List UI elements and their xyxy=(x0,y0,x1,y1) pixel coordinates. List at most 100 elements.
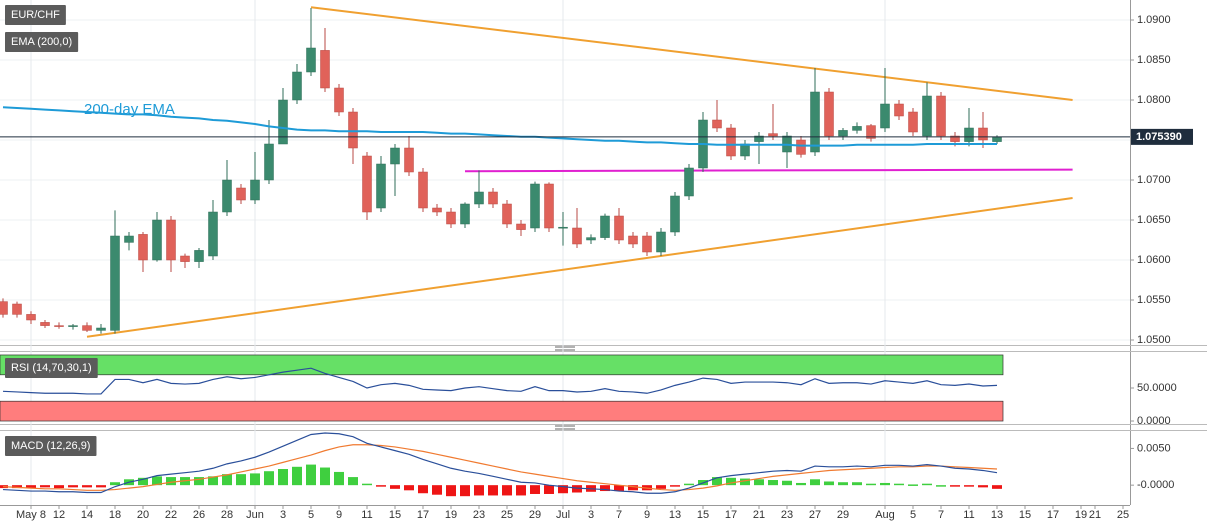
candle-body xyxy=(278,99,288,145)
macd-histogram-bar xyxy=(306,464,316,486)
candle-body xyxy=(376,163,386,209)
candle-body xyxy=(936,95,946,137)
candle-body xyxy=(488,191,498,205)
x-tick-label: 7 xyxy=(938,509,944,521)
macd-histogram-bar xyxy=(768,480,778,486)
candle-body xyxy=(852,126,862,131)
x-tick-label: 23 xyxy=(781,509,793,521)
x-tick-label: 25 xyxy=(1117,509,1129,521)
candle-body xyxy=(824,91,834,137)
x-tick-label: 15 xyxy=(389,509,401,521)
candle-body xyxy=(964,127,974,142)
candle-body xyxy=(684,167,694,197)
macd-histogram-bar xyxy=(488,485,498,496)
macd-histogram-bar xyxy=(950,485,960,487)
macd-histogram-bar xyxy=(222,474,232,486)
candle-body xyxy=(12,303,22,315)
candle-body xyxy=(978,127,988,141)
legend-label: MACD (12,26,9) xyxy=(11,440,90,452)
x-tick-label: 28 xyxy=(221,509,233,521)
macd-histogram-bar xyxy=(978,485,988,488)
candle-body xyxy=(460,203,470,225)
legend-box xyxy=(5,436,97,456)
macd-histogram-bar xyxy=(446,485,456,497)
x-tick-label: 15 xyxy=(1019,509,1031,521)
resize-handle[interactable] xyxy=(555,425,575,430)
x-tick-label: Aug xyxy=(875,509,895,521)
x-tick-label: 21 xyxy=(753,509,765,521)
x-tick-label: 5 xyxy=(910,509,916,521)
y-tick-label: 0.0000 xyxy=(1137,415,1171,427)
macd-histogram-bar xyxy=(12,485,22,489)
macd-histogram-bar xyxy=(656,485,666,489)
macd-histogram-bar xyxy=(866,483,876,486)
trendline xyxy=(86,197,1073,338)
macd-histogram-bar xyxy=(320,467,330,486)
macd-histogram-bar xyxy=(726,477,736,486)
macd-histogram-bar xyxy=(992,485,1002,489)
candle-body xyxy=(628,235,638,245)
candle-body xyxy=(530,183,540,229)
candle-body xyxy=(166,219,176,261)
candle-body xyxy=(250,179,260,201)
candle-body xyxy=(264,143,274,181)
candle-body xyxy=(838,130,848,137)
candle-body xyxy=(712,119,722,129)
macd-histogram-bar xyxy=(82,485,92,488)
candle-body xyxy=(110,235,120,331)
macd-histogram-bar xyxy=(922,483,932,486)
macd-histogram-bar xyxy=(96,485,106,488)
x-tick-label: 15 xyxy=(697,509,709,521)
x-tick-label: Jun xyxy=(246,509,264,521)
candle-body xyxy=(40,322,50,326)
macd-histogram-bar xyxy=(838,482,848,486)
resize-handle[interactable] xyxy=(555,346,575,351)
macd-histogram-bar xyxy=(894,483,904,486)
macd-histogram-bar xyxy=(194,477,204,486)
rsi-band xyxy=(0,400,1004,422)
macd-histogram-bar xyxy=(600,485,610,492)
macd-histogram-bar xyxy=(852,482,862,486)
x-tick-label: 29 xyxy=(529,509,541,521)
macd-histogram-bar xyxy=(292,466,302,486)
macd-histogram-bar xyxy=(558,485,568,494)
x-tick-label: 9 xyxy=(336,509,342,521)
x-tick-label: 7 xyxy=(616,509,622,521)
x-tick-label: 9 xyxy=(644,509,650,521)
y-tick-label: 1.0550 xyxy=(1137,294,1171,306)
macd-histogram-bar xyxy=(390,485,400,489)
candle-body xyxy=(600,215,610,238)
macd-histogram-bar xyxy=(376,485,386,487)
x-tick-label: 27 xyxy=(809,509,821,521)
macd-histogram-bar xyxy=(166,477,176,486)
candle-body xyxy=(544,183,554,229)
candle-body xyxy=(474,191,484,205)
candle-body xyxy=(236,187,246,201)
x-tick-label: 19 xyxy=(445,509,457,521)
signal-line xyxy=(2,444,998,491)
candle-body xyxy=(292,71,302,101)
x-tick-label: 23 xyxy=(473,509,485,521)
macd-histogram-bar xyxy=(348,477,358,486)
macd-histogram-bar xyxy=(502,485,512,496)
x-tick-label: 22 xyxy=(165,509,177,521)
candle-body xyxy=(922,95,932,137)
y-tick-label: 1.0650 xyxy=(1137,214,1171,226)
candle-body xyxy=(418,171,428,209)
x-tick-label: 17 xyxy=(725,509,737,521)
x-tick-label: 17 xyxy=(417,509,429,521)
macd-histogram-bar xyxy=(278,469,288,486)
y-tick-label: 1.0850 xyxy=(1137,54,1171,66)
candle-body xyxy=(992,136,1002,142)
candle-body xyxy=(866,125,876,139)
macd-histogram-bar xyxy=(572,485,582,493)
candle-body xyxy=(334,87,344,113)
macd-histogram-bar xyxy=(250,473,260,486)
y-tick-label: 1.0700 xyxy=(1137,174,1171,186)
ema-line xyxy=(2,106,997,147)
legend-label: EUR/CHF xyxy=(11,9,60,21)
macd-histogram-bar xyxy=(908,484,918,486)
candle-body xyxy=(642,235,652,253)
candle-body xyxy=(26,314,36,321)
